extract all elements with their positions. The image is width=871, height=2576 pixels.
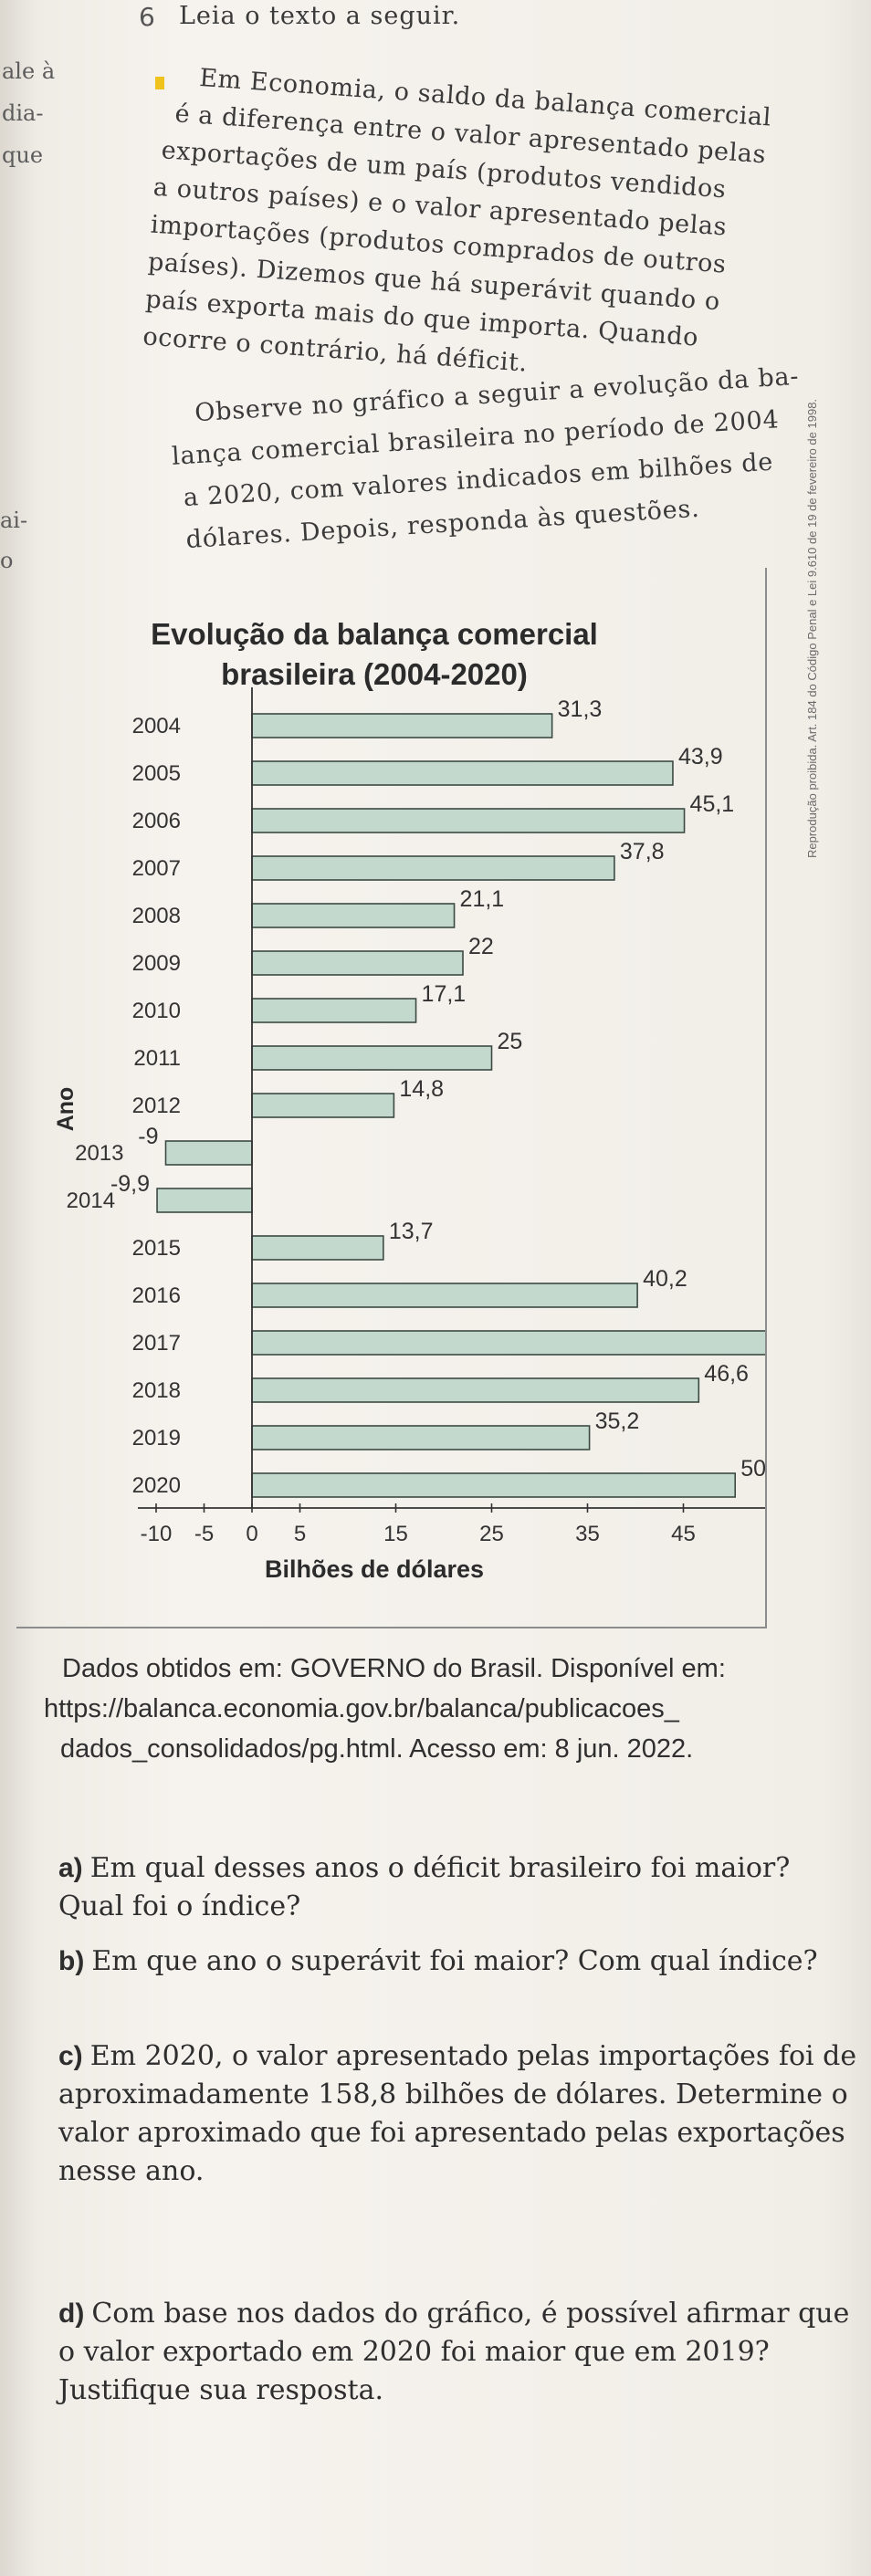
question-c: c) Em 2020, o valor apresentado pelas imp… (58, 2037, 862, 2191)
bar (251, 1235, 384, 1261)
value-label: 22 (468, 934, 494, 959)
category-label: 2005 (132, 761, 181, 786)
x-tick-label: -5 (194, 1522, 214, 1546)
margin-fragment: ale à (2, 58, 56, 84)
question-text: Em qual desses anos o déficit brasileiro… (58, 1852, 791, 1922)
chart-title: brasileira (2004-2020) (221, 657, 528, 691)
category-label: 2008 (132, 904, 181, 928)
bar (156, 1188, 253, 1213)
source-line: https://balanca.economia.gov.br/balanca/… (44, 1694, 679, 1723)
category-label: 2007 (132, 856, 181, 881)
value-label: 13,7 (389, 1219, 434, 1244)
question-number: 6 (139, 2, 155, 32)
value-label: 17,1 (422, 981, 467, 1007)
value-label: 21,1 (460, 886, 505, 912)
paragraph-definition: Em Economia, o saldo da balança comercia… (142, 57, 855, 403)
bar (164, 1140, 253, 1166)
category-label: 2016 (132, 1283, 181, 1308)
value-label: 46,6 (704, 1361, 749, 1387)
category-label: 2012 (132, 1094, 181, 1118)
question-intro: Leia o texto a seguir. (179, 2, 461, 30)
value-label: 37,8 (620, 839, 665, 864)
margin-fragment: que (2, 142, 44, 168)
question-a: a) Em qual desses anos o déficit brasilei… (58, 1849, 862, 1926)
x-tick-label: 0 (246, 1522, 257, 1546)
bar (251, 1045, 493, 1071)
bar (251, 950, 464, 976)
x-tick-label: 15 (383, 1522, 408, 1546)
chart-source: Dados obtidos em: GOVERNO do Brasil. Dis… (44, 1649, 855, 1769)
category-label: 2017 (132, 1331, 181, 1356)
value-label: 50,4 (740, 1456, 765, 1482)
x-tick-label: 25 (479, 1522, 504, 1546)
chart-frame: Evolução da balança comercial brasileira … (16, 568, 767, 1628)
margin-marker (155, 77, 164, 89)
question-text: Em que ano o superávit foi maior? Com qu… (91, 1945, 818, 1977)
category-label: 2020 (132, 1473, 181, 1498)
question-label: a) (58, 1853, 83, 1883)
source-line: Dados obtidos em: GOVERNO do Brasil. Dis… (62, 1654, 726, 1683)
bar (251, 1283, 638, 1308)
category-label: 2009 (132, 951, 181, 976)
question-label: b) (58, 1946, 85, 1976)
value-label: -9,9 (110, 1171, 150, 1197)
margin-fragment: ai- (0, 508, 28, 533)
question-label: d) (58, 2299, 85, 2329)
x-tick-label: 45 (671, 1522, 696, 1546)
category-label: 2011 (133, 1046, 181, 1071)
question-d: d) Com base nos dados do gráfico, é possí… (58, 2295, 862, 2410)
category-label: 2004 (132, 714, 181, 738)
bar (251, 760, 674, 786)
chart-title: Evolução da balança comercial (151, 617, 598, 651)
value-label: 35,2 (595, 1408, 640, 1434)
value-label: 43,9 (678, 744, 723, 770)
legal-note: Reprodução proibida. Art. 184 do Código … (805, 398, 819, 858)
question-text: Com base nos dados do gráfico, é possíve… (58, 2298, 850, 2406)
value-label: 31,3 (558, 696, 603, 722)
bar (251, 1425, 591, 1450)
bar (251, 998, 417, 1023)
category-label: 2019 (132, 1426, 181, 1450)
bar (251, 713, 553, 738)
bar-chart: Evolução da balança comercial brasileira … (53, 617, 765, 1583)
category-label: 2014 (67, 1189, 115, 1213)
category-label: 2018 (132, 1378, 181, 1403)
x-tick-label: -10 (141, 1522, 173, 1546)
bar (251, 903, 456, 928)
value-label: 40,2 (643, 1266, 687, 1292)
bar (251, 808, 686, 833)
category-label: 2010 (132, 999, 181, 1023)
bar (251, 1093, 395, 1118)
bar (251, 1377, 700, 1403)
bar (251, 1330, 765, 1356)
category-label: 2006 (132, 809, 181, 833)
question-b: b) Em que ano o superávit foi maior? Com … (58, 1942, 862, 1981)
x-axis-label: Bilhões de dólares (265, 1555, 484, 1583)
value-label: 45,1 (690, 791, 735, 817)
x-tick-label: 5 (294, 1522, 306, 1546)
value-label: -9 (138, 1124, 158, 1149)
question-text: Em 2020, o valor apresentado pelas impor… (58, 2040, 857, 2187)
category-label: 2013 (75, 1141, 123, 1166)
bar (251, 855, 615, 881)
value-label: 25 (498, 1029, 523, 1054)
question-label: c) (58, 2041, 83, 2071)
source-line: dados_consolidados/pg.html. Acesso em: 8… (60, 1734, 694, 1764)
y-axis-label: Ano (53, 1087, 79, 1132)
margin-fragment: o (0, 548, 14, 573)
category-label: 2015 (132, 1236, 181, 1261)
bar (251, 1472, 737, 1498)
margin-fragment: dia- (2, 100, 44, 126)
value-label: 14,8 (399, 1076, 444, 1102)
x-tick-label: 35 (575, 1522, 600, 1546)
